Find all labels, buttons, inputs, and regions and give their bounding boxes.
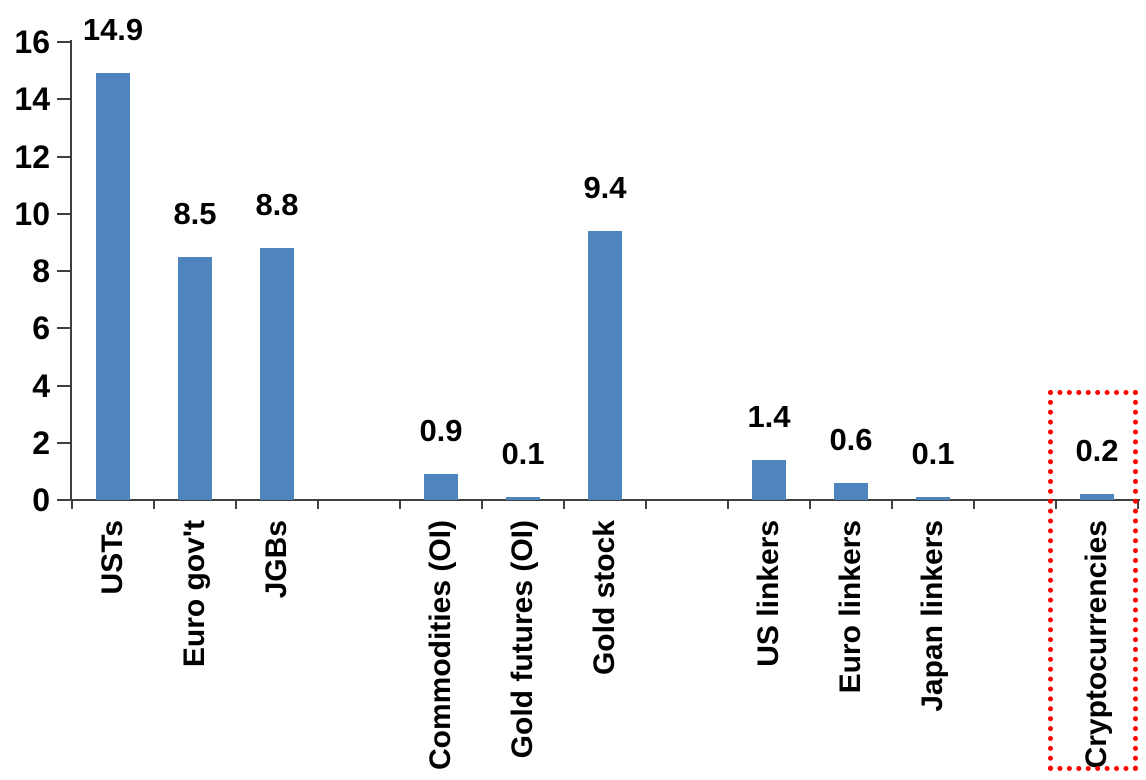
- y-axis-tick-label: 8: [32, 253, 50, 289]
- bar-value-label: 8.5: [173, 196, 217, 231]
- y-axis-tick: [57, 98, 70, 101]
- bar-value-label: 0.9: [419, 413, 463, 448]
- x-axis-tick: [1137, 500, 1139, 509]
- x-axis-tick: [1055, 500, 1057, 509]
- category-label: Commodities (OI): [424, 520, 457, 771]
- category-label: Japan linkers: [916, 520, 949, 712]
- category-label: Euro gov't: [178, 520, 211, 668]
- bar: [506, 497, 540, 500]
- bar: [916, 497, 950, 500]
- x-axis-tick: [235, 500, 237, 509]
- category-label: US linkers: [752, 520, 785, 667]
- category-label: Gold futures (OI): [506, 520, 539, 759]
- category-label: JGBs: [260, 520, 293, 599]
- bar: [588, 231, 622, 500]
- y-axis-tick: [57, 212, 70, 215]
- x-axis-tick: [317, 500, 319, 509]
- y-axis-tick-label: 0: [32, 482, 50, 518]
- y-axis-tick: [57, 270, 70, 272]
- x-axis-tick: [891, 500, 893, 509]
- y-axis-tick-label: 14: [14, 81, 50, 118]
- y-axis-tick: [57, 327, 70, 330]
- bar-value-label: 0.6: [829, 422, 873, 457]
- bar: [260, 248, 294, 500]
- y-axis-tick-label: 10: [14, 195, 50, 232]
- bar-value-label: 9.4: [583, 170, 627, 205]
- category-label: Euro linkers: [834, 520, 867, 694]
- y-axis-tick-label: 6: [32, 310, 50, 347]
- bar: [96, 73, 130, 500]
- bar-value-label: 0.2: [1075, 433, 1119, 468]
- y-axis-tick: [57, 384, 70, 387]
- y-axis-line: [70, 40, 72, 500]
- x-axis-tick: [973, 500, 975, 509]
- bar: [178, 257, 212, 500]
- y-axis-tick: [57, 155, 70, 158]
- bar: [1080, 494, 1114, 500]
- x-axis-tick: [727, 500, 729, 509]
- highlight-box: [1048, 390, 1138, 771]
- x-axis-tick: [153, 500, 155, 509]
- y-axis-tick: [57, 41, 70, 43]
- x-axis-tick: [71, 500, 73, 509]
- bar-value-label: 0.1: [501, 436, 545, 471]
- y-axis-tick: [57, 499, 70, 501]
- bar: [424, 474, 458, 500]
- bar-value-label: 1.4: [747, 399, 791, 434]
- y-axis-tick-label: 16: [14, 24, 50, 60]
- x-axis-tick: [399, 500, 401, 509]
- bar: [834, 483, 868, 500]
- x-axis-tick: [481, 500, 483, 509]
- category-label: USTs: [96, 520, 129, 595]
- x-axis-tick: [809, 500, 811, 509]
- bar: [752, 460, 786, 500]
- x-axis-tick: [645, 500, 647, 509]
- bar-value-label: 0.1: [911, 436, 955, 471]
- bar-value-label: 8.8: [255, 187, 299, 222]
- y-axis-tick-label: 4: [32, 367, 50, 404]
- x-axis-line: [70, 499, 1140, 501]
- y-axis-tick: [57, 441, 70, 444]
- category-label: Gold stock: [588, 520, 621, 676]
- y-axis-tick-label: 12: [14, 138, 50, 175]
- x-axis-tick: [563, 500, 565, 509]
- y-axis-tick-label: 2: [32, 424, 50, 461]
- bar-value-label: 14.9: [82, 12, 144, 47]
